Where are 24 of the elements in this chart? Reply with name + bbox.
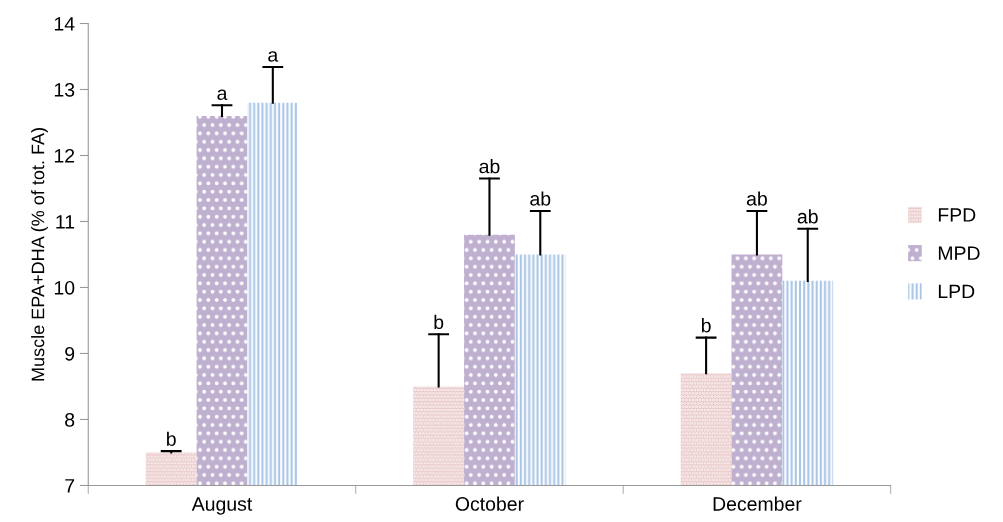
data-label: b: [434, 314, 444, 330]
data-label: ab: [797, 209, 818, 224]
data-label: a: [268, 51, 279, 62]
y-tick-label: 8: [65, 412, 75, 427]
y-axis-title: Muscle EPA+DHA (% of tot. FA): [31, 128, 48, 381]
y-tick-label: 9: [65, 346, 75, 361]
y-tick-label: 10: [54, 280, 75, 295]
data-label: a: [217, 89, 228, 101]
y-tick-label: 11: [56, 215, 75, 229]
y-tick-label: 7: [65, 479, 75, 493]
y-tick-label: 12: [54, 148, 75, 163]
x-tick-label: August: [191, 497, 253, 515]
data-label: b: [167, 431, 176, 446]
data-label: b: [701, 318, 711, 333]
y-tick-label: 14: [54, 17, 75, 31]
data-label: ab: [530, 191, 551, 206]
x-tick-label: December: [713, 496, 802, 511]
legend-label: MPD: [938, 246, 980, 260]
legend-label: FPD: [938, 208, 976, 222]
data-label: ab: [746, 191, 767, 206]
legend-label: LPD: [938, 284, 975, 299]
x-tick-label: October: [455, 496, 524, 511]
y-tick-label: 13: [54, 82, 75, 97]
data-label: ab: [479, 159, 500, 174]
